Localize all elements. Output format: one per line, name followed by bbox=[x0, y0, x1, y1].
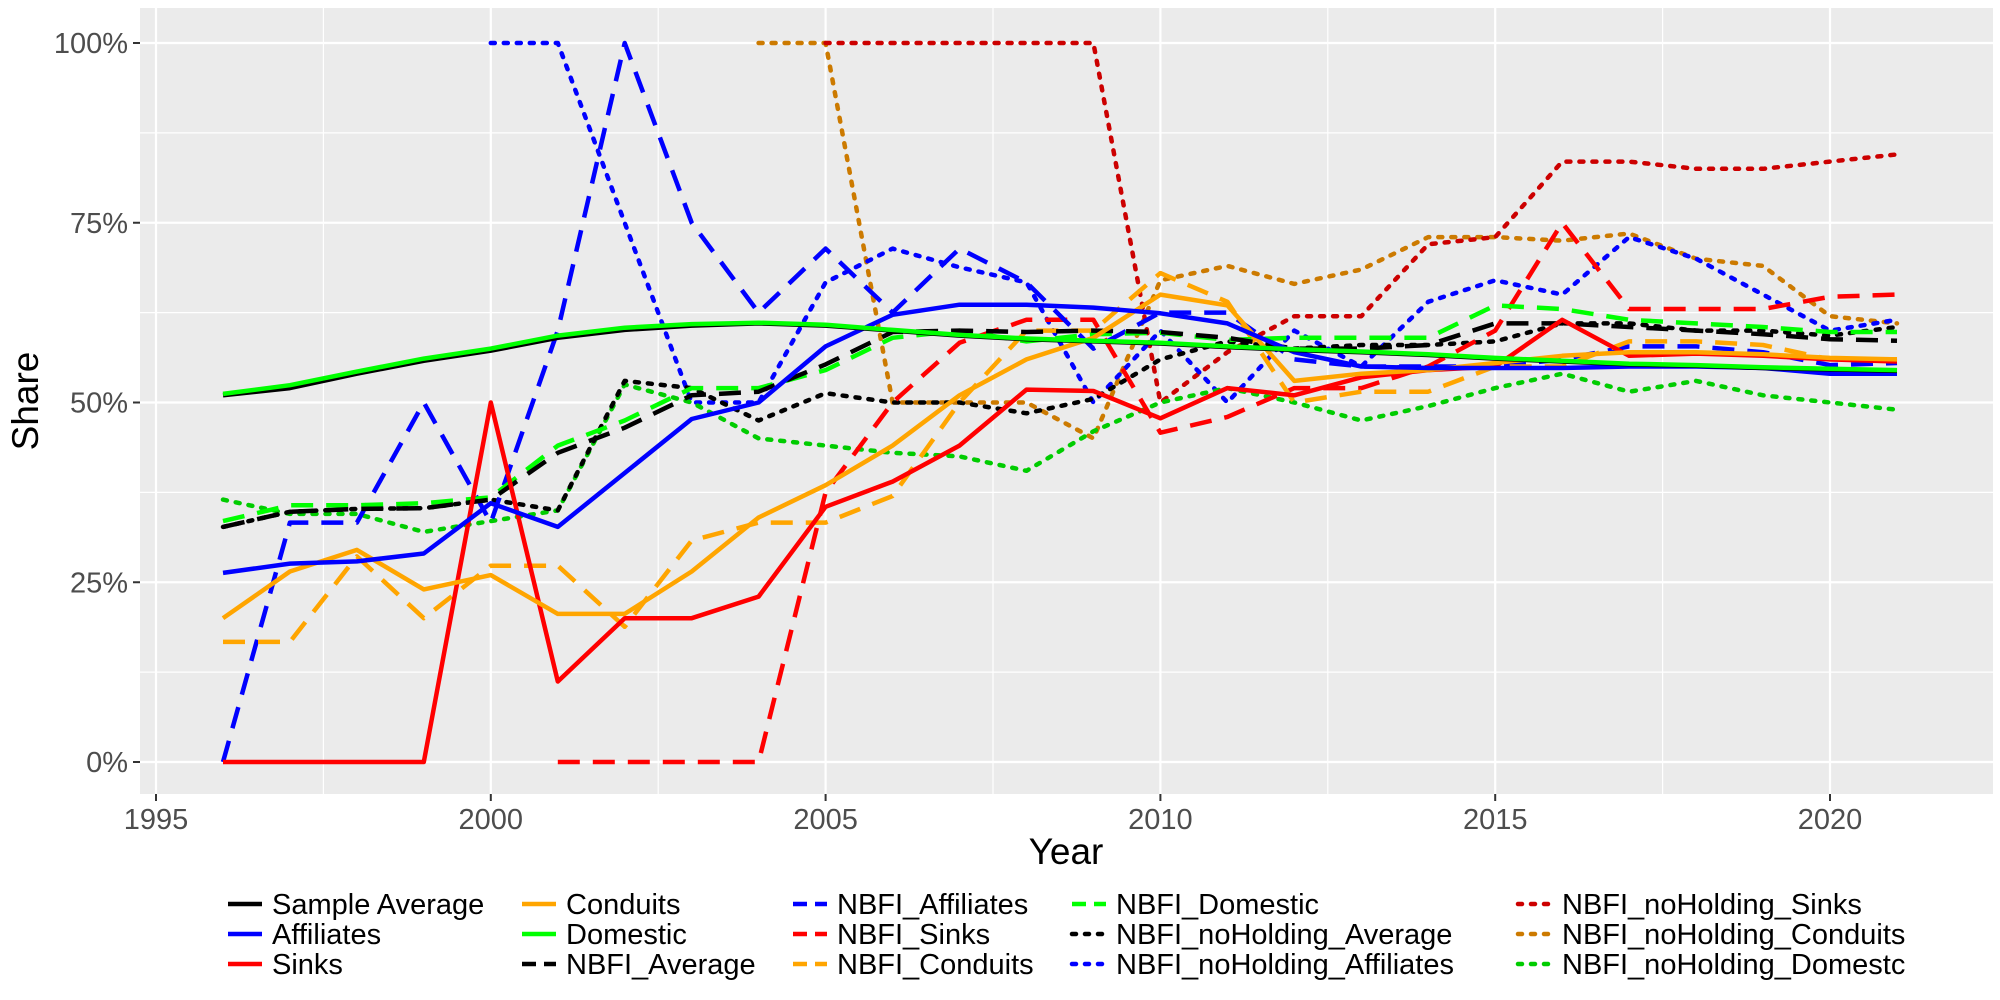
y-axis-title: Share bbox=[5, 352, 46, 451]
legend-label: NBFI_noHolding_Conduits bbox=[1562, 919, 1905, 951]
series-line-domestic bbox=[222, 320, 1898, 397]
series-line-nbfi-noholding-domestc bbox=[220, 371, 1900, 535]
series-line-nbfi-noholding-sinks bbox=[823, 40, 1900, 405]
axis-ticks: 0% 25% 50% 75% 100% 1995 2000 2005 2010 2015 2020 bbox=[54, 28, 1862, 836]
series-line-sinks bbox=[223, 317, 1898, 765]
x-tick-label: 2015 bbox=[1463, 804, 1528, 836]
x-axis-title: Year bbox=[1029, 831, 1104, 872]
legend-label: NBFI_noHolding_Domestc bbox=[1562, 949, 1905, 981]
x-tick-label: 2020 bbox=[1798, 804, 1863, 836]
series-line-nbfi-noholding-average bbox=[220, 321, 1900, 530]
plot-panel bbox=[140, 8, 1993, 794]
y-tick-label: 75% bbox=[70, 208, 128, 240]
x-tick-label: 2010 bbox=[1128, 804, 1193, 836]
x-tick-label: 2005 bbox=[793, 804, 858, 836]
y-tick-label: 25% bbox=[70, 567, 128, 599]
y-tick-label: 50% bbox=[70, 388, 128, 420]
series-line-affiliates bbox=[222, 302, 1897, 576]
legend-label: NBFI_Conduits bbox=[837, 949, 1034, 981]
series-line-nbfi-sinks bbox=[557, 220, 1898, 765]
legend-label: NBFI_noHolding_Average bbox=[1116, 919, 1452, 951]
y-tick-label: 0% bbox=[86, 747, 128, 779]
series-line-nbfi-average bbox=[222, 321, 1898, 530]
y-tick-label: 100% bbox=[54, 28, 128, 60]
legend-label: Conduits bbox=[566, 889, 680, 921]
series-lines bbox=[220, 40, 1900, 765]
legend-label: NBFI_noHolding_Affiliates bbox=[1116, 949, 1454, 981]
series-line-nbfi-conduits bbox=[223, 270, 1897, 645]
series-line-nbfi-noholding-conduits bbox=[756, 40, 1900, 441]
legend-label: NBFI_Sinks bbox=[837, 919, 990, 951]
legend-label: NBFI_Domestic bbox=[1116, 889, 1319, 921]
legend-label: NBFI_Affiliates bbox=[837, 889, 1028, 921]
legend-label: NBFI_noHolding_Sinks bbox=[1562, 889, 1862, 921]
legend-label: NBFI_Average bbox=[566, 949, 756, 981]
legend-label: Sample Average bbox=[272, 889, 484, 921]
series-line-conduits bbox=[221, 292, 1898, 621]
legend-label: Sinks bbox=[272, 949, 343, 981]
legend-label: Domestic bbox=[566, 919, 687, 951]
x-tick-label: 1995 bbox=[124, 804, 189, 836]
x-tick-label: 2000 bbox=[459, 804, 524, 836]
legend-label: Affiliates bbox=[272, 919, 381, 951]
